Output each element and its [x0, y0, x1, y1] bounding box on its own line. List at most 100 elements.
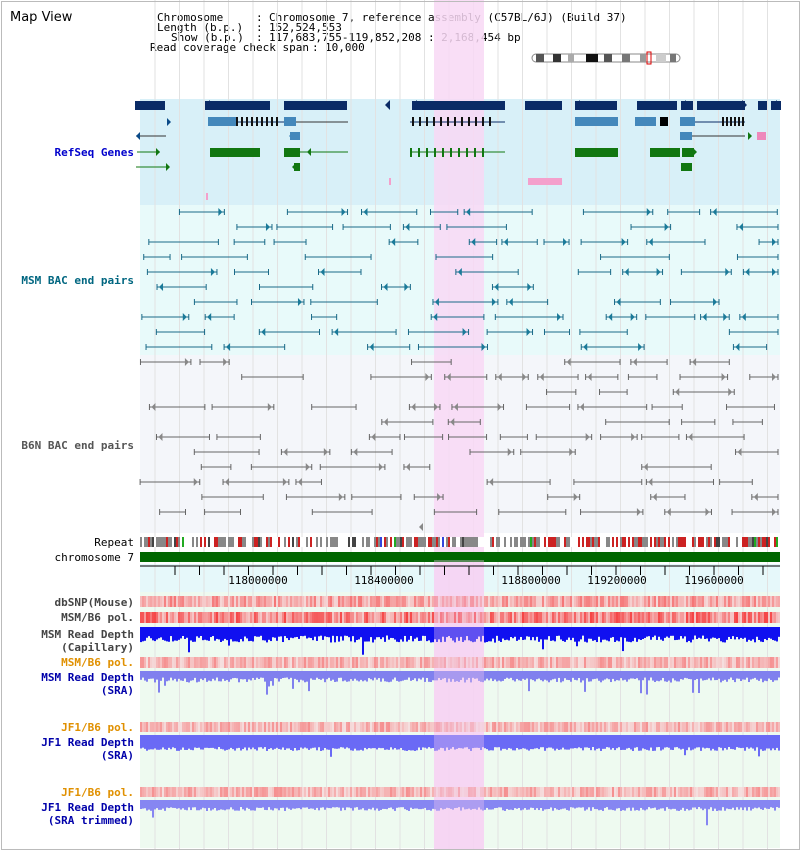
- gene-block: [426, 117, 428, 126]
- msm-pol-sra-heat: [408, 657, 410, 668]
- jf1-depth-1-bar: [718, 735, 720, 748]
- jf1-depth-1-bar: [752, 735, 754, 749]
- jf1-depth-1-bar: [544, 735, 546, 751]
- jf1-pol-1-label[interactable]: JF1/B6 pol.: [61, 721, 134, 734]
- jf1-pol-heat: [166, 722, 168, 732]
- jf1-depth-1-bar: [392, 735, 394, 750]
- msm-depth-cap-bar: [198, 627, 200, 638]
- jf1-pol-2-heat: [194, 787, 196, 797]
- jf1-depth-1-bar: [296, 735, 298, 751]
- jf1-depth-1-bar: [216, 735, 218, 750]
- msm-pol-heat: [586, 612, 588, 623]
- dbsnp-heat: [454, 596, 456, 607]
- b6n-bac-label[interactable]: B6N BAC end pairs: [21, 439, 134, 452]
- msm-depth-cap-bar: [540, 627, 542, 640]
- b6n-bac-pair-head: [692, 358, 697, 366]
- repeat-bar: [384, 537, 386, 547]
- refseq-genes-label[interactable]: RefSeq Genes: [54, 146, 134, 159]
- msm-pol-sra-heat: [508, 657, 510, 668]
- dbsnp-heat: [472, 596, 474, 607]
- msm-pol-sra-heat: [450, 657, 452, 668]
- strand-arrow: [693, 148, 697, 156]
- jf1-depth-1-label[interactable]: JF1 Read Depth: [41, 736, 134, 749]
- msm-pol-label[interactable]: MSM/B6 pol.: [61, 611, 134, 624]
- jf1-pol-heat: [232, 722, 234, 732]
- repeat-bar: [314, 537, 316, 547]
- ruler-label: 118800000: [501, 574, 561, 587]
- jf1-depth-1-bar: [516, 735, 518, 749]
- jf1-depth-2-bar: [522, 800, 524, 810]
- msm-depth-sra-label[interactable]: MSM Read Depth: [41, 671, 134, 684]
- msm-pol-sra-label[interactable]: MSM/B6 pol.: [61, 656, 134, 669]
- chromosome-sep: :: [256, 11, 263, 24]
- jf1-pol-heat: [392, 722, 394, 732]
- msm-pol-sra-heat: [630, 657, 632, 668]
- msm-depth-cap-bar: [474, 627, 476, 642]
- jf1-pol-heat: [188, 722, 190, 732]
- msm-pol-sra-heat: [602, 657, 604, 668]
- msm-pol-sra-heat: [680, 657, 682, 668]
- jf1-pol-2-heat: [688, 787, 690, 797]
- repeat-bar: [434, 537, 436, 547]
- jf1-pol-heat: [292, 722, 294, 732]
- jf1-depth-2-bar: [490, 800, 492, 810]
- msm-depth-sra-bar: [244, 671, 246, 680]
- repeat-bar: [590, 537, 592, 547]
- repeat-bar: [666, 537, 668, 547]
- jf1-pol-2-label[interactable]: JF1/B6 pol.: [61, 786, 134, 799]
- msm-depth-cap-bar: [368, 627, 370, 642]
- chromosome-ideogram[interactable]: [531, 51, 681, 65]
- highlight-region: [434, 0, 484, 850]
- jf1-pol-2-heat: [652, 787, 654, 797]
- msm-depth-sra-bar: [574, 671, 576, 680]
- jf1-depth-1-bar: [558, 735, 560, 750]
- msm-bac-label[interactable]: MSM BAC end pairs: [21, 274, 134, 287]
- msm-bac-pair-head: [434, 298, 439, 306]
- dbsnp-heat: [394, 596, 396, 607]
- msm-pol-sra-heat: [700, 657, 702, 668]
- msm-pol-sra-heat: [278, 657, 280, 668]
- jf1-pol-2-heat: [384, 787, 386, 797]
- jf1-pol-2-heat: [748, 787, 750, 797]
- msm-pol-sra-heat: [518, 657, 520, 668]
- ideogram-band: [536, 54, 544, 62]
- msm-depth-sra-bar: [390, 671, 392, 682]
- msm-pol-sra-heat: [510, 657, 512, 668]
- msm-depth-cap-bar: [748, 627, 750, 640]
- dbsnp-heat: [754, 596, 756, 607]
- jf1-pol-heat: [660, 722, 662, 732]
- jf1-pol-heat: [668, 722, 670, 732]
- msm-depth-cap-label[interactable]: MSM Read Depth: [41, 628, 134, 641]
- jf1-depth-2-bar: [634, 800, 636, 811]
- msm-pol-heat: [622, 612, 624, 623]
- msm-pol-sra-heat: [274, 657, 276, 668]
- jf1-pol-heat: [224, 722, 226, 732]
- jf1-pol-2-heat: [302, 787, 304, 797]
- jf1-depth-2-label[interactable]: JF1 Read Depth: [41, 801, 134, 814]
- jf1-pol-2-heat: [522, 787, 524, 797]
- repeat-bar: [182, 537, 184, 547]
- msm-pol-sra-heat: [170, 657, 172, 668]
- jf1-depth-1-bar: [528, 735, 530, 751]
- msm-depth-sra-bar: [304, 671, 306, 683]
- jf1-depth-2-bar: [314, 800, 316, 810]
- dbsnp-heat: [664, 596, 666, 607]
- jf1-pol-2-heat: [492, 787, 494, 797]
- dbsnp-label[interactable]: dbSNP(Mouse): [54, 596, 134, 609]
- dbsnp-heat: [404, 596, 406, 607]
- msm-bac-pair-head: [159, 283, 164, 291]
- jf1-depth-1-bar: [660, 735, 662, 751]
- msm-depth-sra-bar: [764, 671, 766, 681]
- msm-pol-sra-heat: [596, 657, 598, 668]
- msm-pol-heat: [460, 612, 462, 623]
- msm-depth-sra-bar: [478, 671, 480, 681]
- msm-bac-pair-head: [723, 313, 728, 321]
- gene-block: [208, 117, 236, 126]
- msm-depth-sra-bar: [700, 671, 702, 679]
- jf1-depth-1-bar: [736, 735, 738, 748]
- jf1-pol-2-heat: [398, 787, 400, 797]
- msm-depth-sra-bar: [628, 671, 630, 680]
- jf1-pol-2-heat: [672, 787, 674, 797]
- jf1-depth-1-bar: [552, 735, 554, 749]
